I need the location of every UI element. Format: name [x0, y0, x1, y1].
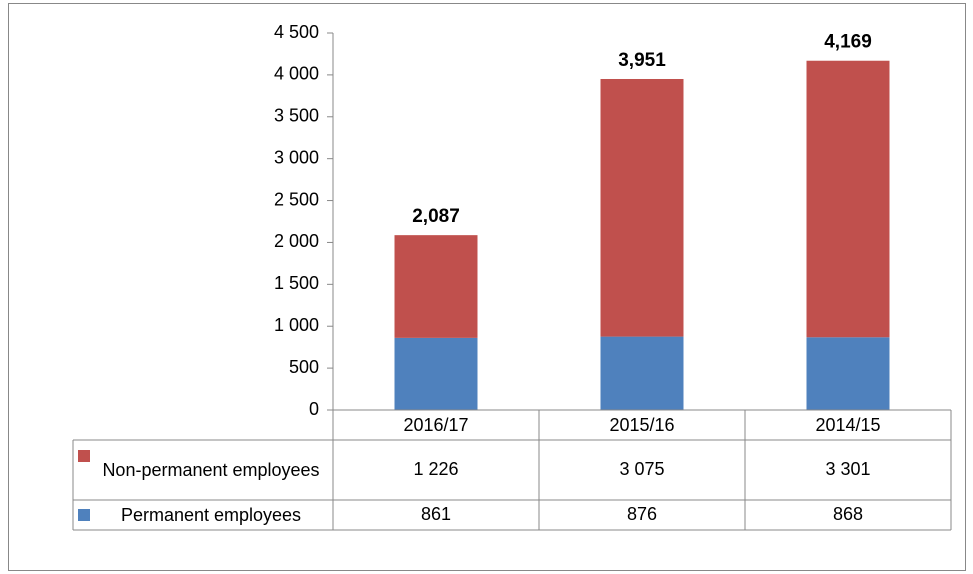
legend-swatch [78, 509, 90, 521]
table-value: 861 [421, 504, 451, 524]
table-value: 868 [833, 504, 863, 524]
y-tick-label: 500 [289, 357, 319, 377]
x-tick-label: 2015/16 [609, 415, 674, 435]
y-tick-label: 0 [309, 399, 319, 419]
bar-segment [600, 336, 684, 410]
y-tick-label: 2 000 [274, 231, 319, 251]
chart-frame [8, 3, 966, 571]
legend-label-box: Non-permanent employees [102, 460, 320, 480]
y-tick-label: 4 000 [274, 64, 319, 84]
legend-label: Permanent employees [120, 505, 302, 525]
legend-label-box: Permanent employees [120, 505, 302, 525]
x-tick-label: 2016/17 [403, 415, 468, 435]
table-value: 876 [627, 504, 657, 524]
total-label: 2,087 [412, 206, 460, 227]
bar-segment [394, 235, 478, 338]
legend-label: Non-permanent employees [102, 460, 320, 480]
total-label: 4,169 [824, 32, 872, 53]
table-value: 1 226 [413, 459, 458, 479]
total-label: 3,951 [618, 50, 666, 71]
y-tick-label: 3 500 [274, 106, 319, 126]
table-value: 3 301 [825, 459, 870, 479]
table-value: 3 075 [619, 459, 664, 479]
y-tick-label: 1 000 [274, 315, 319, 335]
bar-segment [600, 78, 684, 337]
y-tick-label: 2 500 [274, 189, 319, 209]
legend-swatch [78, 450, 90, 462]
x-tick-label: 2014/15 [815, 415, 880, 435]
bar-segment [806, 337, 890, 410]
bar-segment [394, 337, 478, 410]
y-tick-label: 4 500 [274, 22, 319, 42]
bar-segment [806, 60, 890, 338]
y-tick-label: 3 000 [274, 147, 319, 167]
y-tick-label: 1 500 [274, 273, 319, 293]
